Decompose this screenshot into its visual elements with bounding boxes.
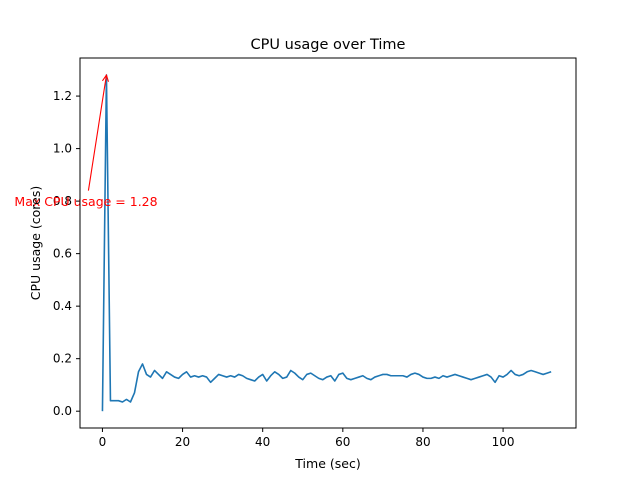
plot-frame (79, 57, 577, 429)
x-tick-label: 0 (99, 435, 107, 449)
y-tick-label: 0.6 (53, 247, 72, 261)
y-tick-label: 1.2 (53, 89, 72, 103)
annotation-text: Max CPU usage = 1.28 (14, 194, 157, 209)
y-tick-label: 0.2 (53, 352, 72, 366)
max-usage-annotation: Max CPU usage = 1.28 (14, 73, 158, 209)
annotation-arrow-head (102, 73, 110, 82)
y-tick-label: 1.0 (53, 142, 72, 156)
y-tick-label: 0.8 (53, 194, 72, 208)
chart-title: CPU usage over Time (251, 37, 406, 53)
annotation-arrow-line (87, 74, 107, 191)
x-tick-label: 60 (335, 435, 350, 449)
cpu-usage-line (101, 74, 552, 412)
x-axis-label: Time (sec) (294, 456, 360, 471)
y-tick-label: 0.0 (53, 404, 72, 418)
y-tick-label: 0.4 (53, 299, 72, 313)
x-tick-label: 80 (415, 435, 430, 449)
x-tick-label: 100 (492, 435, 515, 449)
axis-ticks: 0 20 40 60 80 100 0.0 0.2 0.4 0.6 0.8 1.0 1.2 (53, 89, 515, 449)
x-tick-label: 40 (255, 435, 270, 449)
x-tick-label: 20 (175, 435, 190, 449)
y-axis-label: CPU usage (cores) (28, 186, 43, 300)
